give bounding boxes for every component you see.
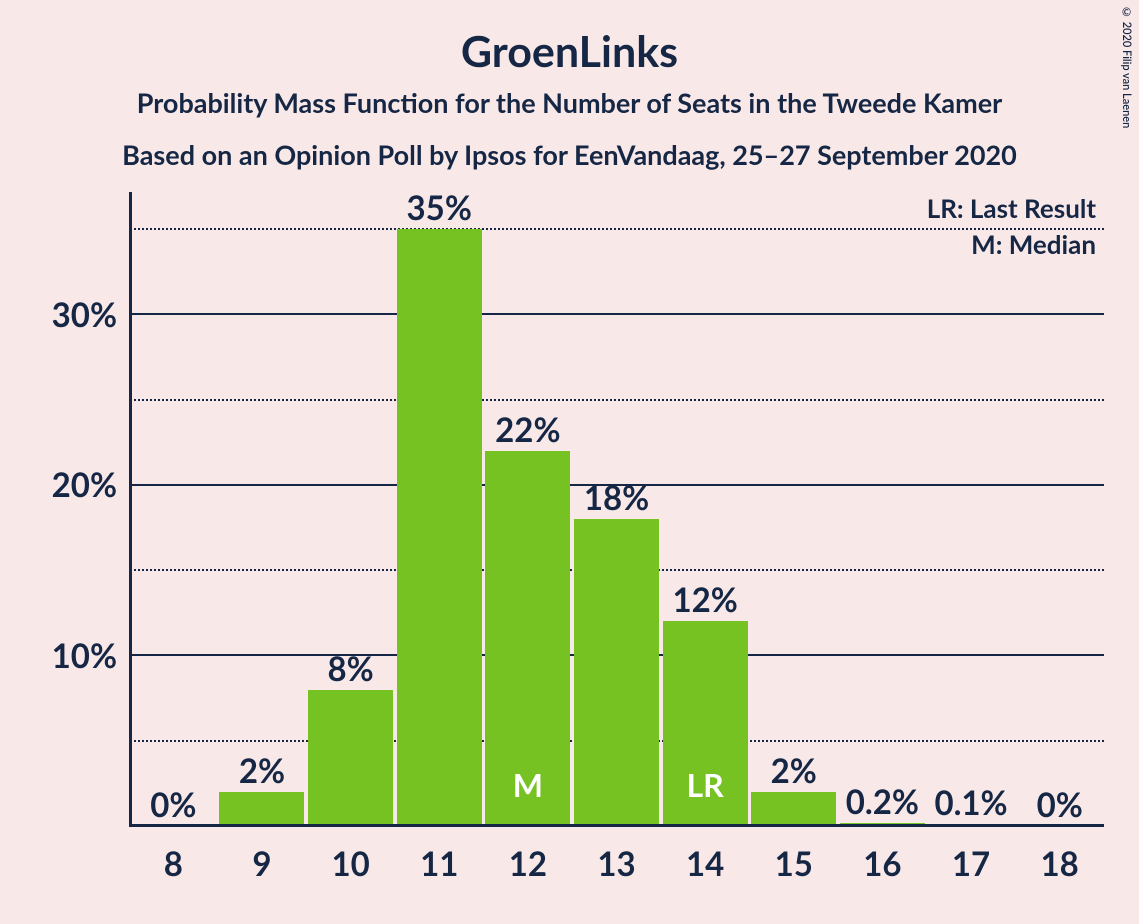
x-tick-label: 13 — [572, 844, 661, 884]
bar — [574, 519, 659, 826]
bar-inner-label: LR — [663, 765, 748, 804]
x-tick-label: 18 — [1015, 844, 1104, 884]
y-tick-label: 10% — [7, 636, 117, 676]
x-tick-label: 9 — [218, 844, 307, 884]
legend-last-result: LR: Last Result — [927, 192, 1096, 224]
bar-value-label: 8% — [306, 649, 395, 689]
x-tick-label: 8 — [129, 844, 218, 884]
bar — [308, 690, 393, 826]
y-tick-label: 30% — [7, 295, 117, 335]
x-tick-label: 15 — [749, 844, 838, 884]
bar-value-label: 0% — [129, 785, 218, 825]
bar-value-label: 35% — [395, 188, 484, 228]
legend-median: M: Median — [971, 228, 1096, 260]
chart-plot-area: 10%20%30%0%82%98%1035%11M22%1218%13LR12%… — [129, 212, 1104, 826]
x-tick-label: 17 — [927, 844, 1016, 884]
x-tick-label: 10 — [306, 844, 395, 884]
x-tick-label: 11 — [395, 844, 484, 884]
x-tick-label: 14 — [661, 844, 750, 884]
chart-subtitle-1: Probability Mass Function for the Number… — [0, 86, 1139, 119]
x-tick-label: 12 — [484, 844, 573, 884]
grid-minor — [129, 399, 1104, 401]
bar-value-label: 2% — [749, 751, 838, 791]
bar-inner-label: M — [485, 765, 570, 804]
bar-value-label: 12% — [661, 580, 750, 620]
bar: LR — [663, 621, 748, 826]
bar: M — [485, 451, 570, 826]
chart-title: GroenLinks — [0, 26, 1139, 77]
bar-value-label: 0.2% — [838, 782, 927, 822]
x-axis — [129, 824, 1104, 827]
bar-value-label: 22% — [484, 410, 573, 450]
bar-value-label: 18% — [572, 478, 661, 518]
chart-subtitle-2: Based on an Opinion Poll by Ipsos for Ee… — [0, 138, 1139, 171]
bar-value-label: 2% — [218, 751, 307, 791]
grid-minor — [129, 228, 1104, 230]
y-axis — [129, 192, 132, 826]
bar — [219, 792, 304, 826]
copyright-text: © 2020 Filip van Laenen — [1120, 6, 1133, 128]
bar — [397, 229, 482, 826]
x-tick-label: 16 — [838, 844, 927, 884]
bar-value-label: 0% — [1015, 785, 1104, 825]
grid-major — [129, 313, 1104, 315]
bar — [751, 792, 836, 826]
y-tick-label: 20% — [7, 465, 117, 505]
bar-value-label: 0.1% — [927, 783, 1016, 823]
